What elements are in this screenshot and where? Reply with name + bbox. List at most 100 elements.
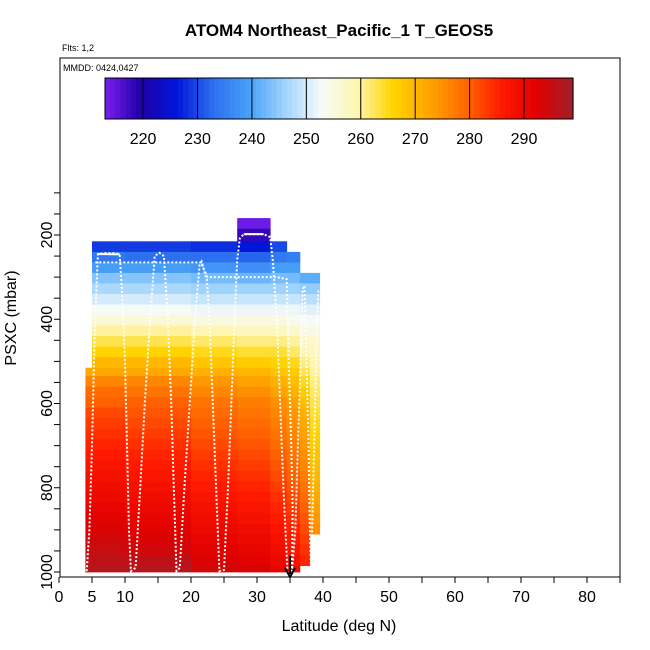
heatmap-cell [191, 283, 238, 295]
heatmap-cell [270, 513, 288, 524]
dates-label: MMDD: 0424,0427 [63, 63, 139, 73]
colorbar-swatch [125, 78, 132, 119]
colorbar-swatch [157, 78, 163, 119]
heatmap-cell [85, 439, 93, 451]
heatmap-cell [125, 418, 192, 430]
colorbar-swatch [240, 78, 246, 119]
colorbar-swatch [261, 78, 267, 119]
heatmap-cell [92, 565, 126, 573]
colorbar-swatch [297, 78, 304, 119]
colorbar-swatch [536, 78, 543, 119]
heatmap-cell [270, 376, 288, 387]
x-tick-label: 30 [248, 589, 266, 606]
heatmap-cell [191, 481, 238, 493]
heatmap-cell [299, 439, 311, 451]
heatmap-cell [237, 376, 271, 387]
heatmap-cell [286, 555, 301, 566]
heatmap-cell [309, 407, 321, 419]
colorbar-swatch [484, 78, 491, 119]
heatmap-cell [237, 460, 271, 472]
chart-title: ATOM4 Northeast_Pacific_1 T_GEOS5 [185, 21, 493, 40]
heatmap-cell [309, 304, 321, 316]
heatmap-cell [270, 492, 288, 503]
heatmap-cell [286, 386, 301, 398]
x-tick-label: 80 [578, 589, 596, 606]
heatmap-cell [237, 272, 271, 284]
colorbar-tick-label: 270 [402, 131, 429, 148]
y-tick-label: 400 [39, 306, 56, 333]
heatmap-cell [92, 346, 126, 358]
heatmap-cell [286, 376, 301, 387]
heatmap-cell [125, 492, 192, 503]
colorbar-swatch [120, 78, 127, 119]
heatmap-cell [85, 428, 93, 440]
heatmap-cell [286, 357, 301, 369]
heatmap-cell [191, 294, 238, 305]
colorbar-swatch [302, 78, 309, 119]
heatmap-cell [125, 386, 192, 398]
heatmap-cell [92, 428, 126, 440]
colorbar-swatch [557, 78, 564, 119]
heatmap-cell [237, 397, 271, 409]
colorbar-swatch [515, 78, 522, 119]
heatmap-cell [92, 439, 126, 451]
heatmap-cell [191, 470, 238, 482]
heatmap-cell [270, 534, 288, 545]
heatmap-cell [92, 367, 126, 377]
heatmap-cell [125, 523, 192, 535]
heatmap-cell [125, 460, 192, 472]
colorbar-swatch [146, 78, 153, 119]
colorbar-swatch [151, 78, 158, 119]
colorbar-swatch [448, 78, 454, 119]
flights-label: Flts: 1,2 [62, 43, 94, 53]
heatmap-cell [85, 449, 93, 461]
heatmap-cell [237, 555, 271, 566]
heatmap-cell [286, 346, 301, 358]
heatmap-cell [286, 315, 301, 326]
heatmap-cell [191, 534, 238, 545]
heatmap-cell [85, 367, 93, 377]
heatmap-cell [286, 397, 301, 409]
heatmap-cell [191, 272, 238, 284]
heatmap-cell [270, 283, 288, 295]
heatmap-cell [191, 376, 238, 387]
heatmap-cell [309, 481, 321, 493]
colorbar-swatch [271, 78, 278, 119]
heatmap-cell [270, 386, 288, 398]
flight-tracks [85, 233, 320, 574]
y-axis-title: PSXC (mbar) [3, 270, 20, 365]
heatmap-cell [125, 272, 192, 284]
heatmap-cell [92, 386, 126, 398]
colorbar-tick-label: 240 [239, 131, 266, 148]
heatmap-cell [309, 357, 321, 369]
colorbar-swatch [307, 78, 314, 119]
colorbar-swatch [453, 78, 460, 119]
colorbar-swatch [344, 78, 350, 119]
heatmap-cell [309, 449, 321, 461]
heatmap-cell [270, 523, 288, 535]
heatmap-cell [270, 407, 288, 419]
heatmap-cell [125, 251, 192, 263]
heatmap-cell [85, 407, 93, 419]
heatmap-cell [286, 251, 301, 263]
heatmap-cell [286, 470, 301, 482]
colorbar-swatch [391, 78, 397, 119]
heatmap-cell [286, 336, 301, 347]
heatmap-cell [125, 294, 192, 305]
heatmap-cell [92, 262, 126, 274]
heatmap-cell [92, 357, 126, 369]
heatmap-cell [125, 283, 192, 295]
heatmap-cell [125, 407, 192, 419]
heatmap-cells [85, 218, 321, 573]
heatmap-cell [92, 513, 126, 524]
heatmap-cell [92, 315, 126, 326]
heatmap-cell [299, 492, 311, 503]
colorbar-swatch [417, 78, 423, 119]
heatmap-cell [237, 439, 271, 451]
colorbar-swatch [209, 78, 215, 119]
heatmap-cell [92, 376, 126, 387]
heatmap-cell [85, 470, 93, 482]
heatmap-cell [299, 386, 311, 398]
heatmap-cell [191, 502, 238, 514]
heatmap-cell [191, 407, 238, 419]
